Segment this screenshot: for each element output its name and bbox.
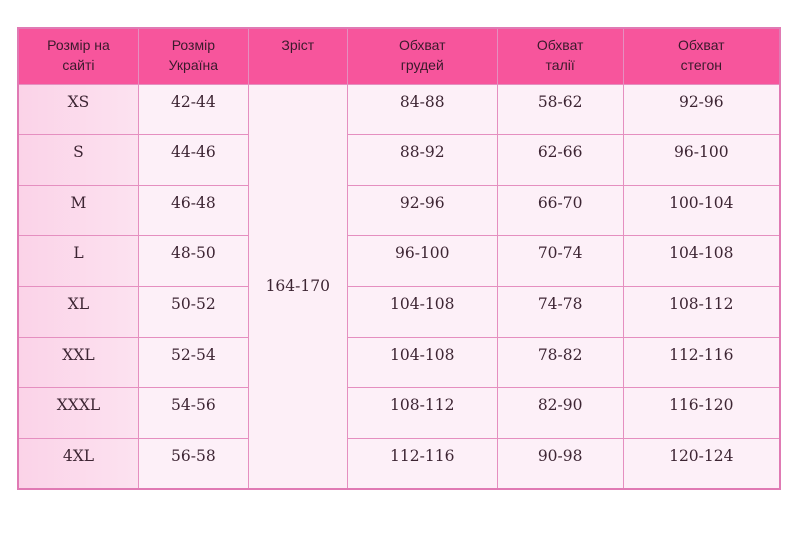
site-size-cell: 4XL	[17, 437, 139, 490]
header-height: Зріст	[247, 27, 348, 85]
waist-cell: 82-90	[496, 387, 624, 439]
chest-cell: 104-108	[346, 286, 498, 338]
chest-cell: 108-112	[346, 387, 498, 439]
table-row: XS 42-44 164-170 84-88 58-62 92-96	[17, 83, 781, 490]
ua-size-cell: 52-54	[137, 336, 249, 389]
table-row: L 48-50 96-100 70-74 104-108	[17, 235, 781, 287]
site-size-cell: XXL	[17, 336, 139, 389]
table-row: M 46-48 92-96 66-70 100-104	[17, 184, 781, 237]
table-row: XL 50-52 104-108 74-78 108-112	[17, 286, 781, 338]
ua-size-cell: 42-44	[137, 83, 249, 136]
waist-cell: 70-74	[496, 235, 624, 287]
table-row: XXXL 54-56 108-112 82-90 116-120	[17, 387, 781, 439]
hips-cell: 104-108	[622, 235, 781, 287]
hips-cell: 120-124	[622, 437, 781, 490]
header-site-size: Розмір на сайті	[17, 27, 139, 85]
header-hips: Обхват стегон	[622, 27, 781, 85]
waist-cell: 62-66	[496, 134, 624, 186]
chest-cell: 112-116	[346, 437, 498, 490]
chest-cell: 104-108	[346, 336, 498, 389]
waist-cell: 90-98	[496, 437, 624, 490]
site-size-cell: M	[17, 184, 139, 237]
header-row: Розмір на сайті Розмір Україна Зріст Обх…	[17, 27, 781, 85]
chest-cell: 84-88	[346, 83, 498, 136]
chest-cell: 88-92	[346, 134, 498, 186]
hips-cell: 96-100	[622, 134, 781, 186]
waist-cell: 78-82	[496, 336, 624, 389]
ua-size-cell: 54-56	[137, 387, 249, 439]
site-size-cell: XL	[17, 286, 139, 338]
site-size-cell: XS	[17, 83, 139, 136]
hips-cell: 100-104	[622, 184, 781, 237]
waist-cell: 74-78	[496, 286, 624, 338]
site-size-cell: L	[17, 235, 139, 287]
waist-cell: 66-70	[496, 184, 624, 237]
ua-size-cell: 44-46	[137, 134, 249, 186]
size-chart-table: Розмір на сайті Розмір Україна Зріст Обх…	[17, 27, 781, 490]
table-row: S 44-46 88-92 62-66 96-100	[17, 134, 781, 186]
header-chest: Обхват грудей	[346, 27, 498, 85]
height-cell: 164-170	[247, 83, 348, 490]
chest-cell: 96-100	[346, 235, 498, 287]
table-row: 4XL 56-58 112-116 90-98 120-124	[17, 437, 781, 490]
hips-cell: 108-112	[622, 286, 781, 338]
header-waist: Обхват талії	[496, 27, 624, 85]
chest-cell: 92-96	[346, 184, 498, 237]
ua-size-cell: 48-50	[137, 235, 249, 287]
ua-size-cell: 46-48	[137, 184, 249, 237]
hips-cell: 92-96	[622, 83, 781, 136]
site-size-cell: XXXL	[17, 387, 139, 439]
table-row: XXL 52-54 104-108 78-82 112-116	[17, 336, 781, 389]
waist-cell: 58-62	[496, 83, 624, 136]
header-ua-size: Розмір Україна	[137, 27, 249, 85]
site-size-cell: S	[17, 134, 139, 186]
hips-cell: 112-116	[622, 336, 781, 389]
ua-size-cell: 56-58	[137, 437, 249, 490]
hips-cell: 116-120	[622, 387, 781, 439]
ua-size-cell: 50-52	[137, 286, 249, 338]
